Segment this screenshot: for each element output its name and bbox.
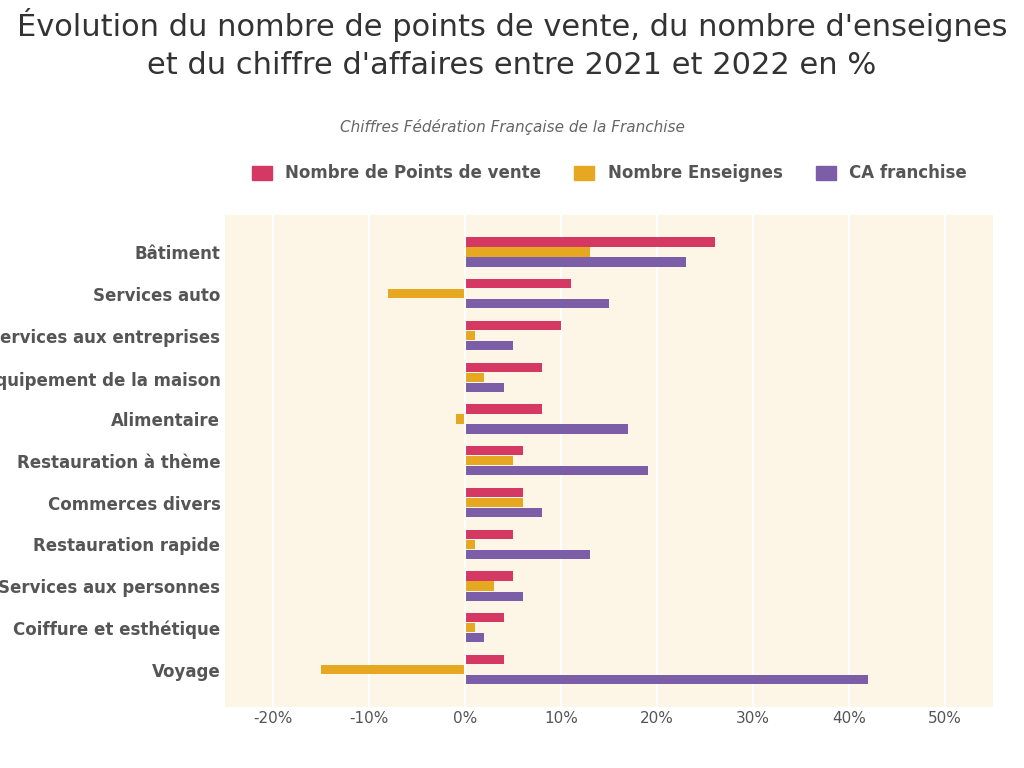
Bar — [465, 372, 484, 382]
Bar — [388, 290, 465, 298]
Bar — [322, 665, 465, 674]
Bar — [465, 655, 504, 664]
Bar — [465, 247, 590, 257]
Bar — [465, 362, 542, 372]
Bar — [465, 550, 590, 559]
Bar — [465, 382, 504, 392]
Bar — [465, 498, 523, 507]
Bar — [465, 540, 475, 549]
Bar — [465, 456, 513, 465]
Text: Chiffres Fédération Française de la Franchise: Chiffres Fédération Française de la Fran… — [340, 119, 684, 135]
Bar — [465, 591, 523, 601]
Bar — [465, 530, 513, 539]
Bar — [465, 634, 484, 643]
Text: Évolution du nombre de points de vente, du nombre d'enseignes
et du chiffre d'af: Évolution du nombre de points de vente, … — [16, 8, 1008, 80]
Bar — [465, 425, 629, 434]
Bar — [465, 300, 609, 309]
Bar — [465, 624, 475, 632]
Bar — [465, 331, 475, 340]
Bar — [465, 581, 494, 591]
Legend: Nombre de Points de vente, Nombre Enseignes, CA franchise: Nombre de Points de vente, Nombre Enseig… — [252, 164, 967, 182]
Bar — [456, 415, 465, 424]
Bar — [465, 257, 686, 266]
Bar — [465, 508, 542, 517]
Bar — [465, 446, 523, 455]
Bar — [465, 405, 542, 414]
Bar — [465, 237, 715, 247]
Bar — [465, 321, 561, 330]
Bar — [465, 571, 513, 581]
Bar — [465, 613, 504, 622]
Bar — [465, 675, 868, 684]
Bar — [465, 279, 571, 288]
Bar — [465, 341, 513, 350]
Bar — [465, 466, 648, 475]
Bar — [465, 488, 523, 497]
